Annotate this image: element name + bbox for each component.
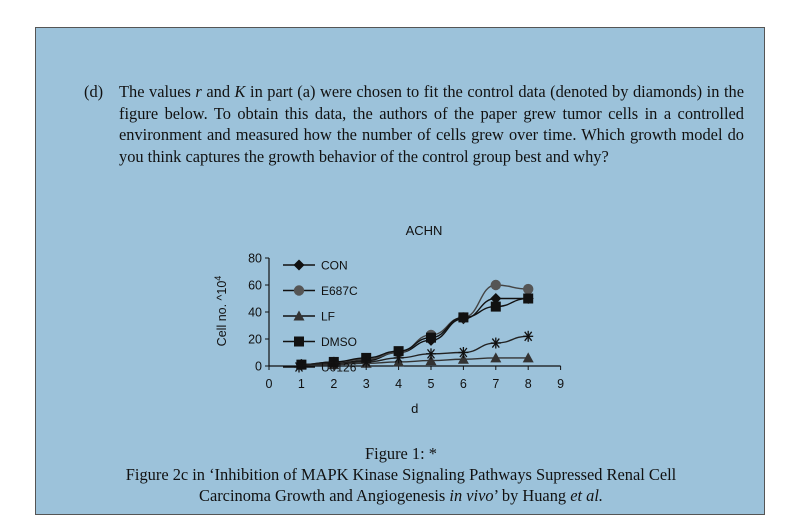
data-point-lf bbox=[457, 353, 469, 364]
question-text: The values r and K in part (a) were chos… bbox=[119, 82, 744, 166]
data-point-u0126 bbox=[490, 337, 501, 349]
data-point-u0126 bbox=[361, 356, 372, 368]
data-point-dmso bbox=[393, 346, 404, 357]
caption-line-1: Figure 2c in ‘Inhibition of MAPK Kinase … bbox=[125, 465, 677, 484]
question-d: (d) The values r and K in part (a) were … bbox=[84, 81, 744, 167]
x-tick-label: 0 bbox=[266, 377, 273, 391]
data-point-u0126 bbox=[393, 352, 404, 364]
x-tick-label: 6 bbox=[460, 377, 467, 391]
x-tick-label: 1 bbox=[298, 377, 305, 391]
variable-r: r bbox=[195, 82, 202, 101]
x-tick-label: 5 bbox=[428, 377, 435, 391]
y-axis-label: Cell no. ^104 bbox=[213, 276, 229, 347]
x-tick-label: 4 bbox=[395, 377, 402, 391]
y-tick-label: 40 bbox=[248, 306, 262, 320]
growth-chart: ACHN 0 20 40 60 80 0 1 2 3 4 5 6 7 8 9 d Cell no. ^104 CON… bbox=[213, 223, 564, 416]
x-tick-label: 7 bbox=[492, 377, 499, 391]
data-point-u0126 bbox=[523, 330, 534, 342]
legend-label-dmso: DMSO bbox=[321, 335, 357, 349]
data-point-e687c bbox=[490, 279, 501, 291]
question-label: (d) bbox=[84, 82, 104, 101]
legend-marker-con bbox=[293, 259, 305, 271]
legend-marker-u0126 bbox=[294, 361, 304, 373]
data-point-dmso bbox=[490, 301, 501, 312]
x-axis-label: d bbox=[411, 401, 418, 416]
x-tick-label: 3 bbox=[363, 377, 370, 391]
data-point-con bbox=[490, 293, 502, 304]
data-point-lf bbox=[522, 352, 534, 363]
data-point-e687c bbox=[523, 283, 534, 295]
problem-panel: (d) The values r and K in part (a) were … bbox=[35, 27, 765, 515]
data-point-u0126 bbox=[426, 348, 436, 360]
x-tick-label: 2 bbox=[330, 377, 337, 391]
data-point-dmso bbox=[458, 312, 469, 323]
y-tick-label: 60 bbox=[248, 279, 262, 293]
chart-title: ACHN bbox=[406, 223, 443, 238]
legend-label-con: CON bbox=[321, 259, 348, 273]
data-point-dmso bbox=[426, 332, 436, 343]
y-axis-label-exponent: 4 bbox=[213, 276, 223, 281]
data-point-lf bbox=[425, 355, 437, 366]
data-point-u0126 bbox=[458, 347, 469, 358]
x-tick-label: 9 bbox=[557, 377, 564, 391]
figure-label: Figure 1: * bbox=[365, 444, 437, 463]
y-tick-label: 0 bbox=[255, 360, 262, 374]
variable-K: K bbox=[234, 82, 246, 101]
y-tick-label: 20 bbox=[248, 333, 262, 347]
legend-marker-e687c bbox=[293, 285, 305, 296]
data-point-u0126 bbox=[328, 357, 339, 369]
data-point-lf bbox=[490, 352, 502, 363]
data-point-dmso bbox=[523, 293, 534, 304]
caption-line-2: Carcinoma Growth and Angiogenesis in viv… bbox=[199, 486, 603, 505]
x-tick-label: 8 bbox=[525, 377, 532, 391]
legend-marker-dmso bbox=[294, 336, 304, 347]
legend-label-lf: LF bbox=[321, 310, 335, 324]
legend-label-e687c: E687C bbox=[321, 284, 358, 298]
legend-marker-lf bbox=[293, 310, 305, 321]
legend-label-u0126: U0126 bbox=[321, 361, 357, 375]
y-tick-label: 80 bbox=[248, 252, 262, 266]
